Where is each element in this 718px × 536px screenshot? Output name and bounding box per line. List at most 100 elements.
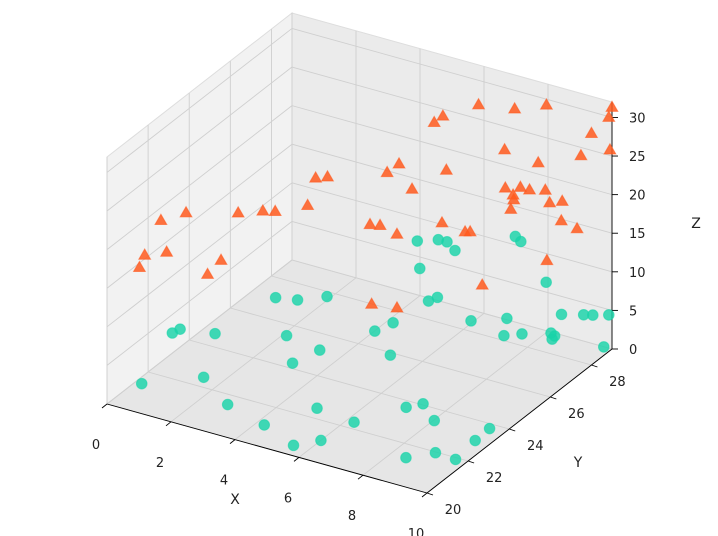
data-point-series-2 (436, 108, 450, 121)
data-point-series-2 (363, 217, 377, 230)
data-point-series-1 (555, 308, 568, 321)
data-point-series-2 (390, 227, 404, 239)
z-tick-label: 5 (629, 304, 637, 319)
z-tick-label: 25 (629, 150, 646, 165)
data-point-series-2 (539, 97, 554, 110)
grid-line-z (291, 105, 613, 196)
grid-line-z (106, 28, 293, 173)
data-point-series-2 (373, 218, 387, 230)
y-axis-label: Y (573, 455, 583, 471)
y-tick-label: 20 (445, 503, 462, 518)
data-point-series-2 (497, 142, 512, 155)
data-point-series-1 (400, 401, 412, 414)
x-axis-line (106, 403, 428, 494)
data-point-series-1 (483, 422, 496, 435)
data-point-series-2 (542, 195, 557, 208)
data-point-series-1 (501, 312, 513, 325)
data-point-series-2 (427, 115, 441, 128)
grid-line-z (291, 28, 613, 118)
data-point-series-1 (280, 329, 293, 342)
x-tick-label: 4 (220, 474, 228, 489)
data-point-series-1 (449, 244, 461, 257)
y-tick-label: 26 (568, 407, 585, 422)
x-tick (293, 457, 300, 462)
data-point-series-1 (387, 316, 399, 329)
axis-lines (106, 102, 613, 494)
data-point-series-2 (132, 260, 147, 273)
x-tick-label: 10 (408, 527, 425, 536)
z-tick-label: 30 (629, 111, 646, 126)
data-point-series-1 (516, 328, 528, 340)
grid-line-y (271, 275, 592, 366)
data-point-series-1 (321, 290, 333, 303)
data-point-series-2 (200, 267, 215, 279)
data-point-series-2 (540, 253, 554, 266)
grid-line-x (362, 330, 549, 476)
data-point-series-1 (311, 402, 323, 415)
data-point-series-1 (286, 357, 299, 369)
data-point-series-2 (439, 163, 454, 175)
data-point-series-2 (463, 224, 477, 237)
data-point-series-1 (384, 349, 397, 361)
grid-line-y (147, 371, 469, 462)
axis-ticks (101, 116, 618, 498)
data-point-series-1 (348, 416, 360, 428)
grid-line-z (106, 221, 293, 366)
z-tick-label: 15 (629, 227, 646, 242)
x-tick-label: 2 (156, 456, 164, 471)
data-point-series-1 (221, 398, 234, 411)
data-point-series-1 (469, 434, 481, 447)
data-point-series-1 (400, 451, 412, 464)
data-point-series-2 (364, 297, 379, 309)
data-point-series-1 (429, 446, 442, 459)
data-point-series-2 (506, 187, 520, 200)
data-point-series-2 (603, 142, 617, 155)
data-point-series-1 (209, 327, 221, 340)
y-tick-label: 24 (527, 439, 544, 454)
x-tick (229, 439, 236, 444)
data-point-series-1 (413, 262, 426, 275)
z-axis-label: Z (691, 216, 701, 232)
x-tick (165, 421, 172, 427)
data-point-series-2 (268, 204, 282, 216)
data-point-series-2 (159, 244, 174, 257)
data-point-series-1 (197, 371, 210, 384)
data-point-series-2 (475, 277, 489, 290)
data-point-series-2 (308, 170, 323, 183)
data-point-series-2 (435, 215, 449, 228)
y-tick-label: 22 (486, 471, 503, 486)
data-point-series-2 (300, 198, 315, 210)
data-point-series-1 (540, 276, 552, 289)
data-point-series-2 (513, 180, 528, 192)
data-point-series-1 (174, 323, 186, 335)
x-tick (421, 492, 428, 498)
grid-line-z (291, 66, 613, 157)
y-tick-label: 28 (609, 375, 626, 390)
data-point-series-1 (135, 377, 148, 390)
data-points (132, 97, 619, 466)
data-point-series-2 (554, 213, 569, 226)
data-point-series-2 (137, 248, 152, 260)
data-point-series-2 (214, 253, 228, 265)
data-point-series-2 (538, 182, 553, 195)
x-tick-label: 6 (284, 491, 292, 506)
data-point-series-2 (320, 169, 335, 182)
data-point-series-2 (380, 165, 394, 178)
y-tick (426, 492, 434, 496)
data-point-series-1 (369, 325, 381, 337)
z-tick-label: 10 (629, 266, 646, 281)
axis-panes (105, 11, 614, 494)
data-point-series-2 (405, 182, 419, 194)
grid-line-y (189, 339, 510, 430)
data-point-series-1 (417, 398, 429, 410)
y-tick (591, 364, 598, 368)
data-point-series-1 (411, 235, 424, 247)
data-point-series-2 (605, 100, 619, 112)
data-point-series-1 (428, 414, 441, 427)
grid-lines (106, 13, 613, 494)
data-point-series-1 (449, 453, 462, 466)
x-tick-label: 8 (348, 509, 356, 524)
data-point-series-1 (287, 439, 300, 452)
